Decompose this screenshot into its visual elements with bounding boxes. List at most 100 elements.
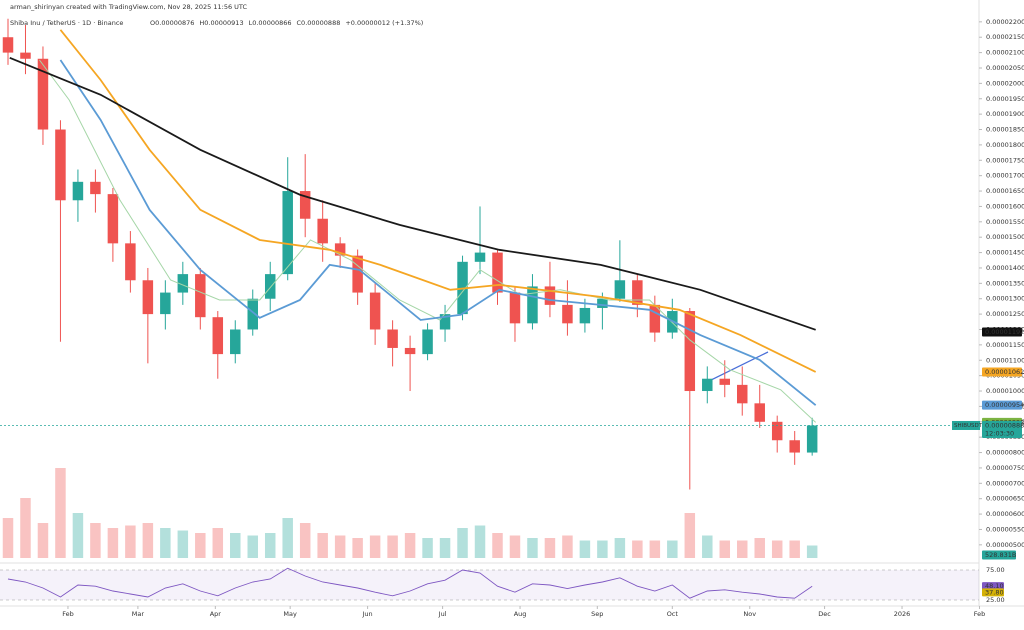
volume-bar: [142, 523, 154, 558]
volume-bar: [771, 540, 783, 558]
y-tick-label: 0.00000750: [986, 464, 1024, 472]
candle-body: [527, 286, 538, 324]
volume-bar: [177, 530, 189, 558]
candle-body: [334, 243, 346, 256]
chart-title: arman_shirinyan created with TradingView…: [10, 3, 247, 11]
volume-bar: [509, 535, 521, 558]
rsi-level-label: 25.00: [986, 596, 1005, 604]
candle-body: [264, 274, 276, 299]
volume-bar: [387, 535, 398, 558]
candle-body: [317, 218, 328, 244]
candle-body: [754, 403, 765, 422]
candle-body: [299, 191, 311, 219]
y-tick-label: 0.00002000: [986, 79, 1024, 87]
candle-body: [684, 311, 696, 392]
y-tick-label: 0.00002150: [986, 33, 1024, 41]
candle-body: [614, 280, 626, 299]
moving-average: [39, 59, 817, 423]
volume-bar: [160, 528, 171, 558]
header-field: L0.00000866: [249, 19, 292, 27]
volume-bar: [597, 540, 608, 558]
volume-bar: [439, 538, 451, 558]
x-tick-label: May: [283, 610, 297, 618]
volume-bar: [579, 540, 591, 558]
x-tick-label: Aug: [514, 610, 527, 618]
y-tick-label: 0.00001950: [986, 95, 1024, 103]
volume-bar: [107, 528, 119, 558]
candle-body: [719, 378, 731, 385]
volume-bar: [212, 528, 224, 558]
volume-bar: [806, 545, 818, 558]
volume-bar: [195, 533, 206, 558]
volume-bar: [299, 523, 311, 558]
candle-body: [544, 286, 556, 305]
volume-bar: [737, 540, 748, 558]
candle-body: [649, 304, 661, 333]
candle-body: [422, 329, 433, 355]
volume-bar: [684, 513, 696, 558]
candle-body: [230, 329, 241, 355]
y-tick-label: 0.00000550: [986, 525, 1024, 533]
candle-body: [212, 317, 224, 355]
candle-body: [789, 440, 800, 453]
x-tick-label: Apr: [210, 610, 222, 618]
y-tick-label: 0.00001700: [986, 172, 1024, 180]
volume-bar: [702, 535, 713, 558]
y-tick-label: 0.00000600: [986, 510, 1024, 518]
rsi-tag: [982, 588, 1004, 597]
header-field: C0.00000888: [297, 19, 341, 27]
y-tick-label: 0.00000800: [986, 449, 1024, 457]
volume-bar: [247, 535, 258, 558]
volume-bar: [90, 523, 101, 558]
volume-tag-label: 528.831B: [985, 551, 1016, 559]
y-tick-label: 0.00001350: [986, 279, 1024, 287]
candle-body: [37, 58, 49, 130]
y-tick-label: 0.00002050: [986, 64, 1024, 72]
volume-bar: [404, 533, 416, 558]
x-tick-label: Dec: [818, 610, 831, 618]
price-tag: [982, 367, 1022, 377]
y-tick-label: 0.00001300: [986, 295, 1024, 303]
price-tag: [982, 327, 1022, 337]
volume-bar: [562, 535, 573, 558]
candle-body: [369, 292, 381, 330]
header-field: H0.00000913: [199, 19, 243, 27]
candle-body: [160, 292, 171, 315]
volume-bar: [55, 468, 66, 558]
volume-bar: [369, 535, 381, 558]
y-tick-label: 0.00001900: [986, 110, 1024, 118]
volume-bar: [474, 525, 486, 558]
volume-bar: [649, 540, 661, 558]
volume-bar: [334, 535, 346, 558]
volume-bar: [352, 538, 363, 558]
moving-average: [59, 29, 817, 373]
candle-body: [55, 129, 66, 201]
rsi-band: [0, 570, 979, 600]
y-tick-label: 0.00001250: [986, 310, 1024, 318]
candle-body: [247, 298, 258, 330]
candle-body: [282, 191, 293, 275]
rsi-tag: [982, 582, 1004, 591]
y-tick-label: 0.00001600: [986, 202, 1024, 210]
y-tick-label: 0.00000500: [986, 541, 1024, 549]
volume-bar: [614, 538, 626, 558]
volume-bar: [20, 498, 31, 558]
volume-bar: [544, 538, 556, 558]
candle-body: [195, 274, 206, 318]
price-tag-label: 0.00000954: [985, 401, 1024, 409]
candle-body: [474, 252, 486, 262]
y-tick-label: 0.00001000: [986, 387, 1024, 395]
candle-body: [702, 378, 713, 392]
y-tick-label: 0.00001100: [986, 356, 1024, 364]
x-tick-label: Oct: [667, 610, 679, 618]
y-tick-label: 0.00000650: [986, 495, 1024, 503]
rsi-tag-label: 48.10: [985, 582, 1004, 590]
y-tick-label: 0.00000700: [986, 479, 1024, 487]
candle-body: [771, 421, 783, 441]
volume-bar: [72, 513, 84, 558]
candle-body: [509, 292, 521, 324]
x-tick-label: Feb: [62, 610, 74, 618]
candle-body: [387, 329, 398, 348]
y-tick-label: 0.00001150: [986, 341, 1024, 349]
